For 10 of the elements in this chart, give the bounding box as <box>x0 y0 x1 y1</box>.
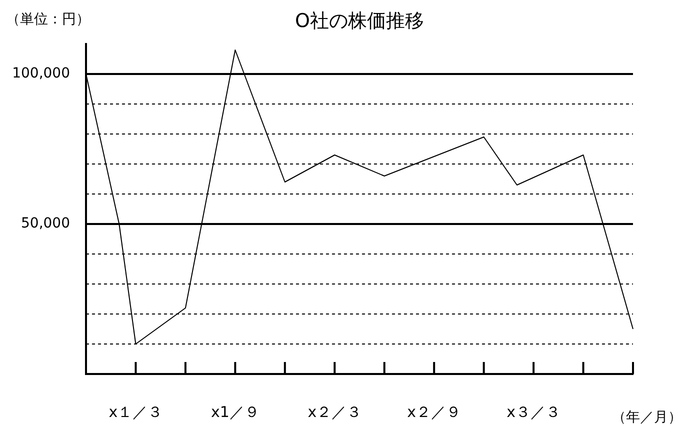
y-tick-label: 100,000 <box>12 66 70 82</box>
x-tick-label: x２／９ <box>407 402 462 421</box>
x-tick-label: x１／３ <box>108 402 163 421</box>
x-tick-label: x３／３ <box>506 402 560 421</box>
x-tick-label: x２／３ <box>308 402 362 421</box>
y-axis-title: （単位：円） <box>6 12 90 28</box>
y-tick-label: 50,000 <box>21 216 70 232</box>
x-tick-label: x1／９ <box>210 402 260 421</box>
chart-title: O社の株価推移 <box>295 10 424 32</box>
x-axis-title: （年／月） <box>612 410 682 426</box>
